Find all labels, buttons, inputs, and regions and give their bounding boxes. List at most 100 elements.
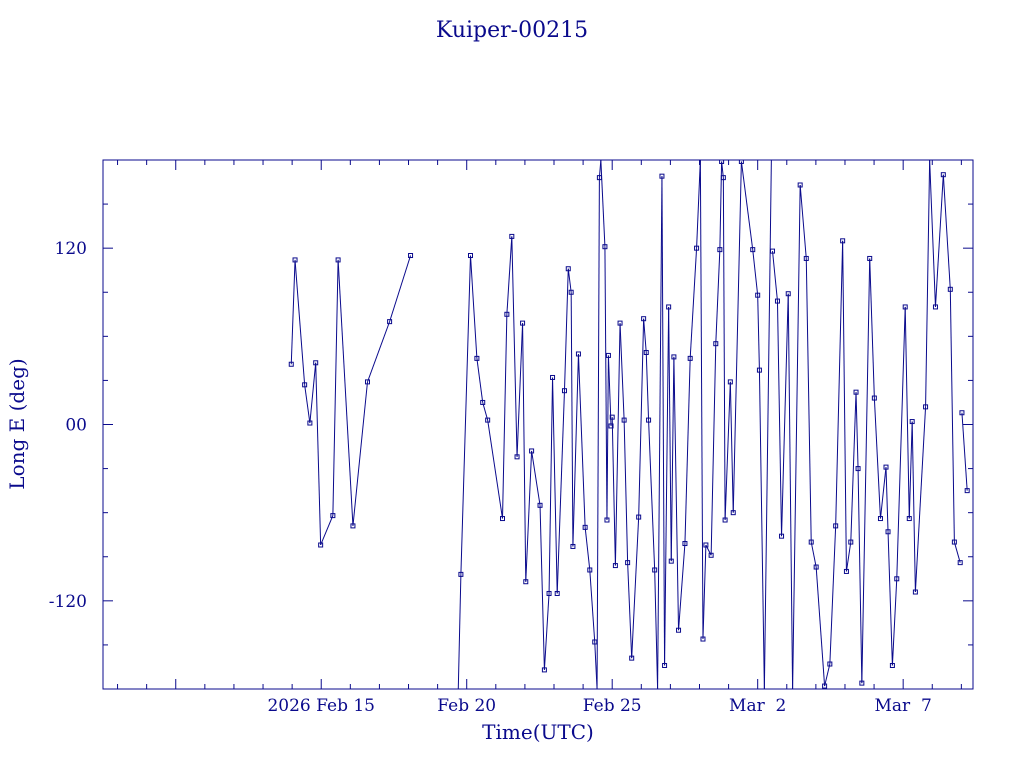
data-point <box>458 571 464 577</box>
series-line <box>861 258 871 684</box>
series-line <box>772 251 778 302</box>
data-point <box>770 248 776 254</box>
series-line <box>638 318 645 518</box>
data-point <box>713 341 719 347</box>
data-point <box>808 539 814 545</box>
data-point <box>288 361 294 367</box>
series-line <box>942 174 951 290</box>
data-point <box>364 379 370 385</box>
tick-labels: 2026 Feb 15 Feb 20 Feb 25 Mar 2 Mar 7 120 00 -1… <box>49 239 932 716</box>
series-line <box>589 569 596 643</box>
data-point <box>682 541 688 547</box>
series-line <box>961 412 968 491</box>
data-point <box>676 627 682 633</box>
series-line <box>757 295 760 371</box>
data-point <box>951 539 957 545</box>
series-line <box>556 390 565 594</box>
series-line <box>732 161 742 513</box>
data-point <box>720 175 726 181</box>
y-tick-label: 120 <box>55 239 87 259</box>
data-point <box>959 410 965 416</box>
series-line <box>908 421 913 519</box>
series-line <box>604 246 608 521</box>
data-point <box>523 579 529 585</box>
data-point <box>755 292 761 298</box>
x-tick-label: 2026 Feb 15 <box>267 696 375 716</box>
series-line <box>631 517 640 659</box>
series-line <box>953 541 961 563</box>
data-point <box>666 304 672 310</box>
series-line <box>752 249 759 296</box>
series-line <box>367 321 391 383</box>
data-point <box>779 533 785 539</box>
data-point <box>940 172 946 178</box>
series-line <box>721 161 724 178</box>
series-line <box>516 323 524 457</box>
series-line <box>596 177 600 689</box>
series-line <box>522 323 527 582</box>
data-point <box>302 382 308 388</box>
series-line <box>614 323 621 566</box>
data-point <box>964 488 970 494</box>
data-point <box>625 560 631 566</box>
data-point <box>643 349 649 355</box>
series-line <box>879 467 887 519</box>
y-tick-label: -120 <box>49 592 87 612</box>
series-line <box>572 353 579 547</box>
series-line <box>857 468 863 684</box>
series-line <box>699 160 704 640</box>
series-line <box>309 362 317 424</box>
series-line <box>740 161 754 250</box>
series-line <box>805 258 812 543</box>
y-tick-label: 00 <box>65 416 87 436</box>
data-point <box>708 552 714 558</box>
series-line <box>925 160 931 407</box>
series-line <box>891 578 898 666</box>
series-line <box>506 236 513 315</box>
data-point <box>855 466 861 472</box>
series-line <box>600 160 606 247</box>
series-line <box>684 358 691 544</box>
series-line <box>320 515 334 546</box>
series-line <box>845 541 852 572</box>
data-point <box>605 352 611 358</box>
series-line <box>482 402 489 421</box>
data-point <box>912 589 918 595</box>
data-point <box>717 247 723 253</box>
data-point <box>604 517 610 523</box>
series-line <box>689 248 698 359</box>
series-line <box>824 663 831 687</box>
series-line <box>304 384 311 424</box>
data-point <box>335 257 341 263</box>
data-point <box>822 683 828 689</box>
series-line <box>606 355 609 521</box>
x-tick-label: Mar 7 <box>875 696 932 716</box>
data-point <box>738 160 744 164</box>
series-line <box>896 306 906 579</box>
series-line <box>570 292 574 547</box>
series-line <box>715 249 721 344</box>
data-point <box>902 304 908 310</box>
series-line <box>668 306 672 562</box>
series-line <box>460 255 471 575</box>
data-point <box>947 286 953 292</box>
series-line <box>842 240 847 572</box>
series-layer <box>288 160 970 689</box>
series-line <box>934 174 944 307</box>
data-point <box>592 639 598 645</box>
series-line <box>776 301 783 537</box>
series-line <box>710 343 717 556</box>
data-point <box>719 160 725 164</box>
data-point <box>843 568 849 574</box>
y-axis-label: Long E (deg) <box>5 358 29 489</box>
data-point <box>504 311 510 317</box>
series-line <box>670 356 675 562</box>
data-point <box>813 564 819 570</box>
data-point <box>853 389 859 395</box>
data-point <box>570 543 576 549</box>
series-line <box>648 420 656 570</box>
data-point <box>750 247 756 253</box>
data-point <box>641 316 647 322</box>
chart-title: Kuiper-00215 <box>436 18 588 43</box>
data-point <box>546 590 552 596</box>
